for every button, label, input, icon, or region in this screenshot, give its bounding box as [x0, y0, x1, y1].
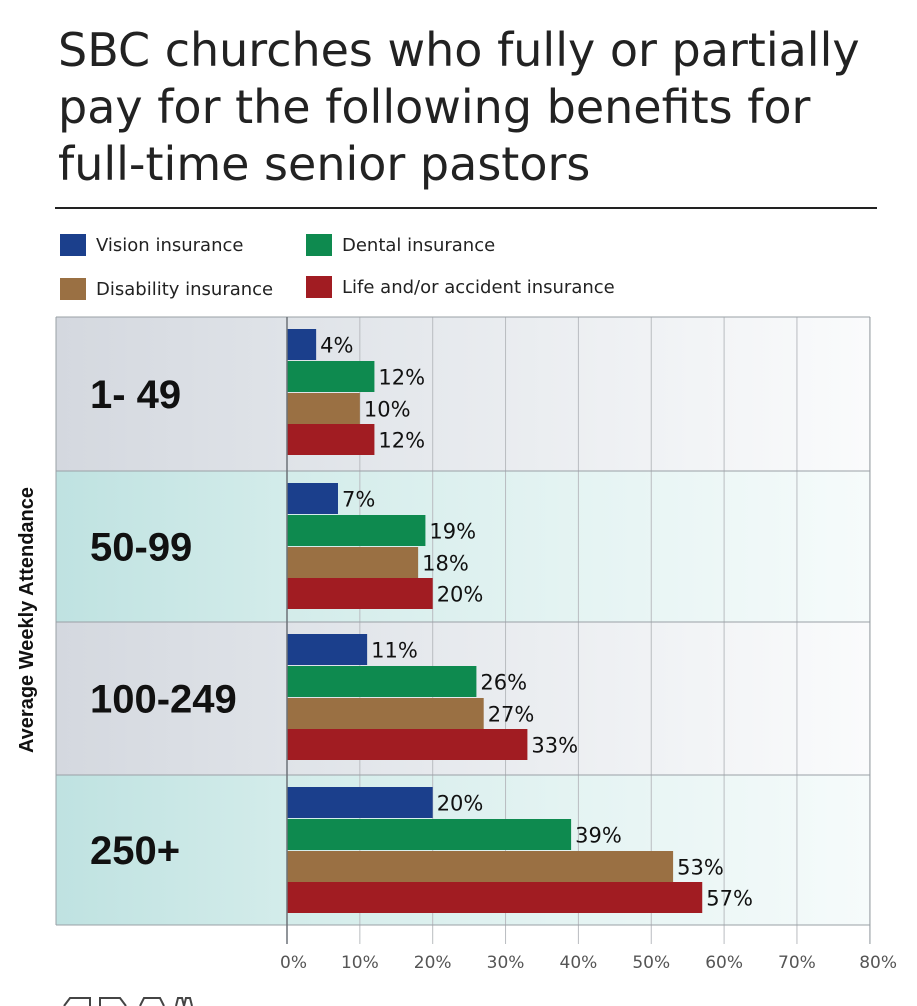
legend-label-dental: Dental insurance — [342, 234, 496, 256]
publisher-logo-fragment — [63, 997, 193, 1006]
legend-item-disability: Disability insurance — [60, 277, 273, 301]
x-tick-label-6: 60% — [705, 953, 743, 973]
bar-label-0-3: 12% — [378, 429, 425, 453]
bar-label-0-0: 4% — [320, 334, 353, 358]
legend-item-dental: Dental insurance — [306, 233, 495, 257]
gridlines — [55, 316, 871, 944]
legend-swatch-vision — [60, 234, 86, 256]
bar-1-1 — [287, 515, 426, 546]
legend-label-disability: Disability insurance — [96, 278, 274, 300]
bar-2-1 — [287, 666, 477, 697]
x-tick-labels: 0% 10% 20% 30% 40% 50% 60% 70% 80% — [280, 953, 897, 973]
x-tick-label-3: 30% — [487, 953, 525, 973]
chart-title: SBC churches who fully or partially pay … — [58, 22, 888, 193]
bar-3-2 — [287, 851, 674, 882]
x-tick-label-8: 80% — [859, 953, 897, 973]
legend-label-life: Life and/or accident insurance — [342, 276, 615, 298]
bar-3-3 — [287, 882, 703, 913]
bar-label-2-2: 27% — [488, 703, 535, 727]
legend-label-vision: Vision insurance — [96, 234, 244, 256]
chart-title-line-2: pay for the following benefits for — [58, 80, 811, 134]
y-axis-title: Average Weekly Attendance — [16, 487, 38, 753]
bar-2-0 — [287, 634, 368, 665]
legend-item-vision: Vision insurance — [60, 233, 243, 257]
bars — [287, 329, 703, 913]
x-tick-label-0: 0% — [280, 953, 307, 973]
category-band-1 — [56, 471, 870, 622]
category-label-3: 250+ — [90, 829, 180, 873]
legend-swatch-dental — [306, 234, 332, 256]
bar-1-0 — [287, 483, 338, 514]
bar-label-3-1: 39% — [575, 824, 622, 848]
bar-label-1-0: 7% — [342, 488, 375, 512]
legend-swatch-life — [306, 276, 332, 298]
bar-label-2-1: 26% — [480, 671, 527, 695]
bar-3-1 — [287, 819, 572, 850]
bar-0-3 — [287, 424, 375, 455]
bar-3-0 — [287, 787, 433, 818]
bar-labels: 4% 12% 10% 12% 7% 19% 18% 20% 11% 26% 27% 33% 20% 39%… — [320, 334, 753, 911]
legend-swatch-disability — [60, 278, 86, 300]
bar-label-1-2: 18% — [422, 552, 469, 576]
bar-label-0-2: 10% — [364, 398, 411, 422]
x-tick-label-1: 10% — [341, 953, 379, 973]
category-label-1: 50-99 — [90, 526, 192, 570]
x-tick-label-5: 50% — [632, 953, 670, 973]
category-label-0: 1- 49 — [90, 373, 181, 417]
bar-0-0 — [287, 329, 317, 360]
bar-label-3-2: 53% — [677, 856, 724, 880]
x-tick-label-4: 40% — [560, 953, 598, 973]
bar-label-2-3: 33% — [531, 734, 578, 758]
bar-label-1-3: 20% — [437, 583, 484, 607]
bar-0-1 — [287, 361, 375, 392]
category-label-2: 100-249 — [90, 678, 237, 722]
category-labels: 1- 49 50-99 100-249 250+ — [90, 373, 237, 873]
x-tick-label-2: 20% — [414, 953, 452, 973]
bar-label-2-0: 11% — [371, 639, 418, 663]
chart-title-line-3: full-time senior pastors — [58, 137, 591, 191]
title-divider — [55, 207, 877, 209]
chart-title-line-1: SBC churches who fully or partially — [58, 23, 860, 77]
bar-1-3 — [287, 578, 433, 609]
legend-item-life: Life and/or accident insurance — [306, 275, 615, 299]
bar-label-1-1: 19% — [429, 520, 476, 544]
bar-0-2 — [287, 393, 360, 424]
bar-label-0-1: 12% — [378, 366, 425, 390]
bar-label-3-0: 20% — [437, 792, 484, 816]
bar-label-3-3: 57% — [706, 887, 753, 911]
x-tick-label-7: 70% — [778, 953, 816, 973]
bar-1-2 — [287, 547, 419, 578]
bar-2-3 — [287, 729, 528, 760]
category-band-0 — [56, 317, 870, 471]
bar-2-2 — [287, 698, 484, 729]
